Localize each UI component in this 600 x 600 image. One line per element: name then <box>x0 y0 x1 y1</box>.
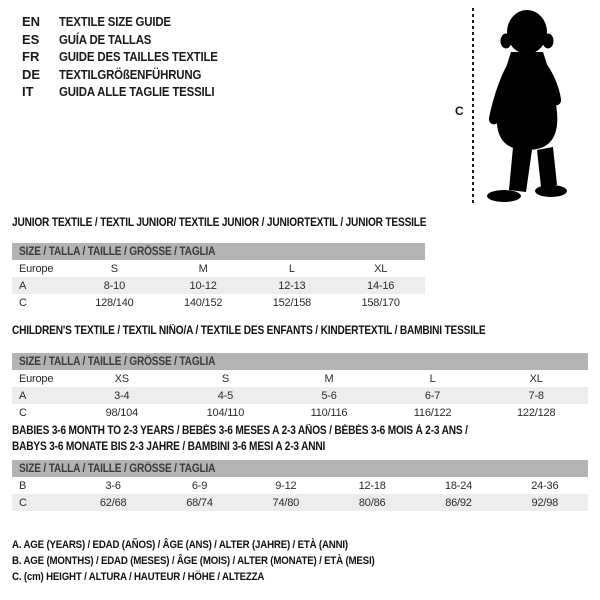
table-row: A 8-10 10-12 12-13 14-16 <box>12 277 425 294</box>
cell-value: 6-9 <box>191 479 208 492</box>
language-label: TEXTILE SIZE GUIDE <box>59 14 171 29</box>
cell-value: 4-5 <box>217 389 234 402</box>
baby-silhouette <box>487 10 567 202</box>
size-table-babies: SIZE / TALLA / TAILLE / GRÖSSE / TAGLIA B… <box>12 460 588 511</box>
cell-value: 5-6 <box>321 389 337 402</box>
row-label: A <box>19 389 27 402</box>
footnote-line: B. AGE (MONTHS) / EDAD (MESES) / ÂGE (MO… <box>12 554 375 567</box>
table-title-junior: JUNIOR TEXTILE / TEXTIL JUNIOR/ TEXTILE … <box>12 216 483 232</box>
table-title-babies: BABIES 3-6 MONTH TO 2-3 YEARS / BEBÉS 3-… <box>12 424 530 455</box>
table-title-line: BABIES 3-6 MONTH TO 2-3 YEARS / BEBÉS 3-… <box>12 425 468 437</box>
cell-value: 68/74 <box>186 496 213 509</box>
language-code: ES <box>22 31 40 47</box>
row-label: Europe <box>19 262 54 275</box>
cell-value: 158/170 <box>361 296 400 309</box>
cell-value: 62/68 <box>99 496 127 509</box>
table-title-children: CHILDREN'S TEXTILE / TEXTIL NIÑO/A / TEX… <box>12 324 550 340</box>
table-row: Europe S M L XL <box>12 260 425 277</box>
footnotes: A. AGE (YEARS) / EDAD (AÑOS) / ÂGE (ANS)… <box>12 538 424 586</box>
cell-value: 152/158 <box>272 296 312 309</box>
cell-value: 18-24 <box>444 479 473 492</box>
size-header-cell: SIZE / TALLA / TAILLE / GRÖSSE / TAGLIA <box>12 243 425 260</box>
row-label: B <box>19 479 27 492</box>
cell-value: XS <box>114 372 129 385</box>
language-row: IT GUIDA ALLE TAGLIE TESSILI <box>22 83 239 101</box>
language-code: DE <box>22 66 41 82</box>
cell-value: XL <box>374 262 388 275</box>
cell-value: S <box>221 372 229 385</box>
language-row: EN TEXTILE SIZE GUIDE <box>22 13 239 31</box>
cell-value: 12-18 <box>358 479 386 492</box>
cell-value: S <box>110 262 118 275</box>
cell-value: 104/110 <box>206 406 245 419</box>
language-code: FR <box>22 49 40 64</box>
height-measure-dashed-line <box>472 8 474 206</box>
cell-value: M <box>198 262 208 275</box>
table-row: A 3-4 4-5 5-6 6-7 7-8 <box>12 387 588 404</box>
cell-value: 7-8 <box>528 389 545 402</box>
language-code: IT <box>22 84 34 99</box>
size-header-row: SIZE / TALLA / TAILLE / GRÖSSE / TAGLIA <box>12 460 588 477</box>
size-header-cell: SIZE / TALLA / TAILLE / GRÖSSE / TAGLIA <box>12 460 588 477</box>
size-header-row: SIZE / TALLA / TAILLE / GRÖSSE / TAGLIA <box>12 353 588 370</box>
cell-value: 8-10 <box>103 279 125 292</box>
table-title-line: JUNIOR TEXTILE / TEXTIL JUNIOR/ TEXTILE … <box>12 217 427 229</box>
cell-value: 110/116 <box>310 406 348 419</box>
cell-value: 128/140 <box>95 296 134 309</box>
cell-value: 24-36 <box>531 479 559 492</box>
footnote-line: C. (cm) HEIGHT / ALTURA / HAUTEUR / HÖHE… <box>12 570 265 583</box>
cell-value: 92/98 <box>531 496 559 509</box>
table-row: C 98/104 104/110 110/116 116/122 122/128 <box>12 404 588 421</box>
size-table-children: SIZE / TALLA / TAILLE / GRÖSSE / TAGLIA E… <box>12 353 588 421</box>
language-row: FR GUIDE DES TAILLES TEXTILE <box>22 48 239 66</box>
cell-value: 6-7 <box>424 389 441 402</box>
language-label: GUIDA ALLE TAGLIE TESSILI <box>59 84 215 99</box>
height-measure-label: C <box>455 104 464 118</box>
size-header-label: SIZE / TALLA / TAILLE / GRÖSSE / TAGLIA <box>19 245 216 258</box>
table-row: Europe XS S M L XL <box>12 370 588 387</box>
size-header-cell: SIZE / TALLA / TAILLE / GRÖSSE / TAGLIA <box>12 353 588 370</box>
cell-value: 74/80 <box>272 496 300 509</box>
language-row: ES GUÍA DE TALLAS <box>22 31 239 49</box>
table-title-line: BABYS 3-6 MONATE BIS 2-3 JAHRE / BAMBINI… <box>12 440 326 453</box>
size-header-label: SIZE / TALLA / TAILLE / GRÖSSE / TAGLIA <box>19 462 216 475</box>
cell-value: L <box>288 262 295 275</box>
cell-value: 10-12 <box>189 279 217 292</box>
cell-value: 140/152 <box>183 296 223 309</box>
row-label: C <box>19 496 27 509</box>
footnote-line: A. AGE (YEARS) / EDAD (AÑOS) / ÂGE (ANS)… <box>12 539 348 551</box>
table-row: C 62/68 68/74 74/80 80/86 86/92 92/98 <box>12 494 588 511</box>
cell-value: 80/86 <box>358 496 386 509</box>
language-label: GUIDE DES TAILLES TEXTILE <box>59 49 218 64</box>
size-header-label: SIZE / TALLA / TAILLE / GRÖSSE / TAGLIA <box>19 355 216 368</box>
cell-value: XL <box>529 372 543 385</box>
row-label: C <box>19 406 27 419</box>
table-row: C 128/140 140/152 152/158 158/170 <box>12 294 425 311</box>
cell-value: M <box>324 372 334 385</box>
cell-value: 12-13 <box>278 279 306 292</box>
language-label: TEXTILGRÖßENFÜHRUNG <box>59 66 202 82</box>
table-row: B 3-6 6-9 9-12 12-18 18-24 24-36 <box>12 477 588 494</box>
language-label: GUÍA DE TALLAS <box>59 31 152 47</box>
size-header-row: SIZE / TALLA / TAILLE / GRÖSSE / TAGLIA <box>12 243 425 260</box>
cell-value: 116/122 <box>413 406 452 419</box>
row-label: C <box>19 296 27 309</box>
row-label: A <box>19 279 27 292</box>
cell-value: 86/92 <box>445 496 472 509</box>
cell-value: 122/128 <box>517 406 556 419</box>
language-list: EN TEXTILE SIZE GUIDE ES GUÍA DE TALLAS FR GU… <box>22 13 239 101</box>
cell-value: 3-4 <box>114 389 130 402</box>
cell-value: 98/104 <box>105 406 139 419</box>
cell-value: 9-12 <box>275 479 297 492</box>
cell-value: L <box>429 372 436 385</box>
language-code: EN <box>22 14 41 29</box>
table-title-line: CHILDREN'S TEXTILE / TEXTIL NIÑO/A / TEX… <box>12 325 486 337</box>
row-label: Europe <box>19 372 54 385</box>
cell-value: 3-6 <box>105 479 122 492</box>
size-table-junior: SIZE / TALLA / TAILLE / GRÖSSE / TAGLIA E… <box>12 243 425 311</box>
cell-value: 14-16 <box>367 279 395 292</box>
language-row: DE TEXTILGRÖßENFÜHRUNG <box>22 66 239 84</box>
